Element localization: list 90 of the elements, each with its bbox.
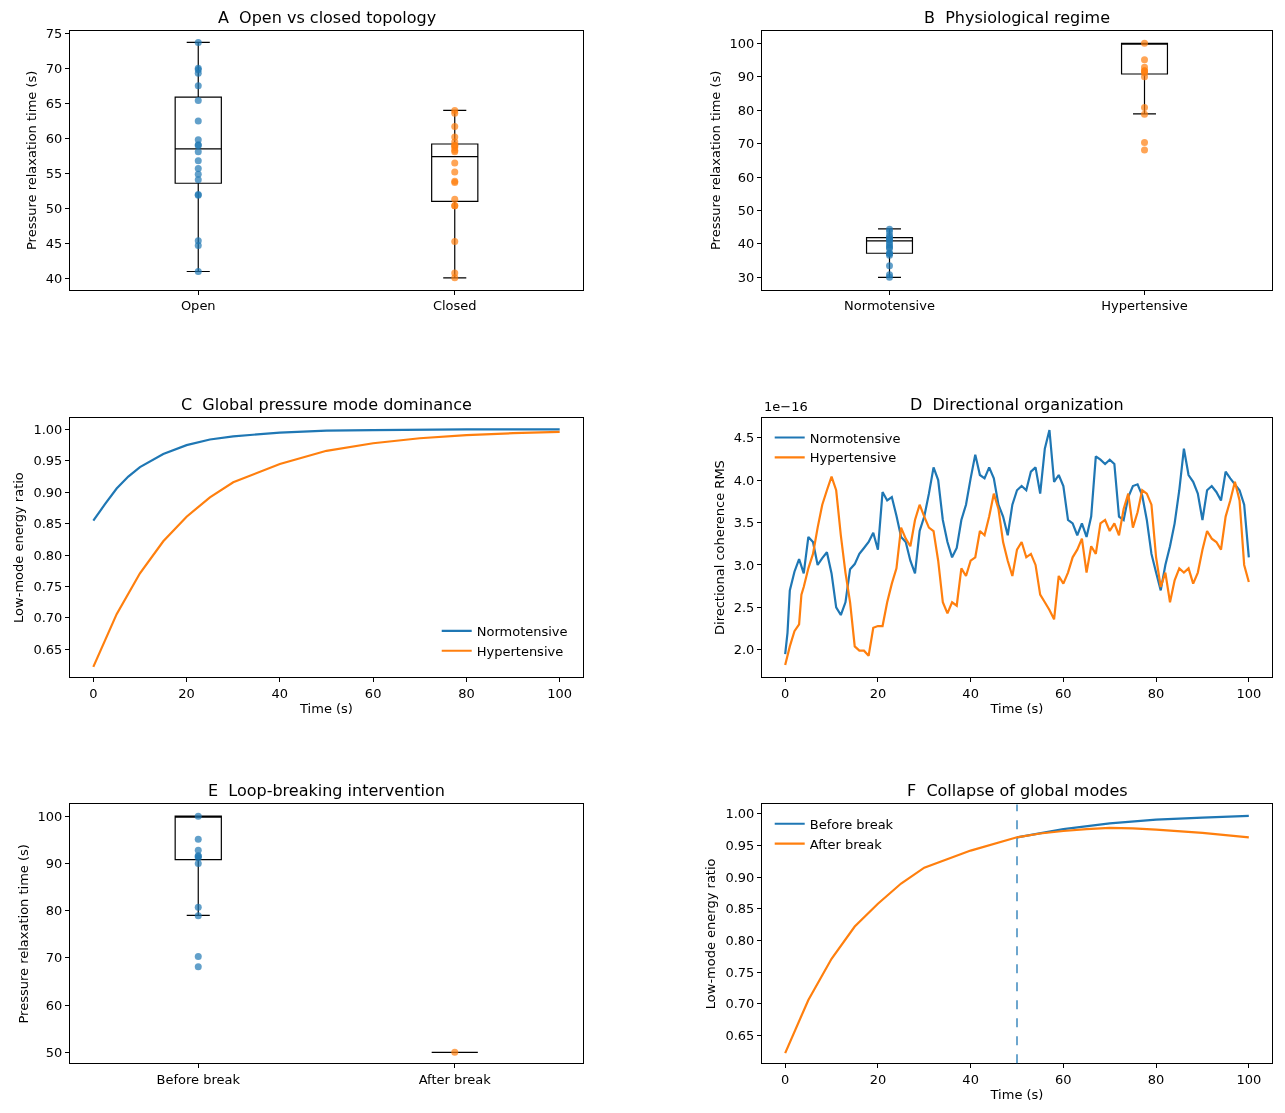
x-axis-title: Time (s) [299,701,353,717]
x-tick-label: 80 [1147,685,1165,701]
y-tick-label: 50 [45,201,63,216]
y-tick-label: 80 [45,903,63,919]
y-tick-label: 0.70 [33,610,63,626]
y-tick-label: 40 [45,271,63,287]
y-tick-label: 0.95 [33,453,63,469]
y-tick-label: 55 [45,165,63,181]
legend-label: Before break [809,816,894,832]
chart-title: F Collapse of global modes [907,781,1128,800]
y-tick-label: 60 [45,130,63,146]
chart-title: D Directional organization [910,395,1124,414]
chart-title: B Physiological regime [924,8,1111,27]
y-tick-label: 40 [737,236,755,252]
y-tick-label: 0.75 [725,964,755,980]
y-tick-label: 1.00 [725,806,755,822]
y-tick-label: 30 [737,269,755,285]
y-tick-label: 100 [729,35,755,51]
y-tick-label: 90 [45,855,63,871]
x-tick-label: Closed [432,298,477,314]
legend-label: After break [809,836,883,852]
legend-label: Hypertensive [809,450,897,466]
y-tick-label: 2.5 [733,599,755,615]
x-tick-label: 40 [962,1071,979,1087]
x-tick-label: Before break [156,1071,241,1087]
y-tick-label: 0.85 [33,516,63,532]
x-tick-label: Normotensive [844,298,935,314]
y-tick-label: 0.75 [33,579,63,595]
y-tick-label: 2.0 [733,642,755,658]
y-tick-label: 65 [45,95,63,111]
x-tick-label: Open [180,298,216,314]
y-tick-label: 70 [737,136,755,152]
y-tick-label: 1.00 [33,422,63,437]
x-tick-label: 40 [962,685,979,701]
x-tick-label: 80 [458,685,475,701]
y-tick-label: 70 [45,60,63,76]
x-tick-label: Hypertensive [1101,298,1188,314]
chart-title: C Global pressure mode dominance [181,395,472,414]
legend-label: Normotensive [809,430,901,446]
y-tick-label: 4.0 [733,472,755,488]
chart-title: A Open vs closed topology [218,8,437,27]
x-tick-label: 80 [1147,1071,1165,1087]
y-tick-label: 0.80 [33,547,63,563]
y-tick-label: 80 [737,102,755,118]
y-tick-label: 0.90 [725,869,755,885]
y-axis-title: Pressure relaxation time (s) [15,844,31,1024]
y-tick-label: 0.95 [725,838,755,854]
y-tick-label: 0.65 [725,1027,755,1043]
x-tick-label: 60 [364,685,382,701]
x-tick-label: 100 [1236,685,1262,701]
y-tick-label: 4.5 [733,430,755,446]
x-tick-label: 20 [178,685,195,701]
legend-label: Normotensive [476,623,568,639]
y-tick-label: 3.5 [733,515,755,531]
y-tick-label: 50 [45,1044,63,1060]
y-axis-title: Low-mode energy ratio [703,858,719,1010]
chart-title: E Loop-breaking intervention [208,781,445,800]
x-tick-label: 0 [89,685,98,701]
y-tick-label: 60 [737,169,755,185]
y-tick-label: 0.65 [33,641,63,657]
y-tick-label: 70 [45,950,63,966]
x-tick-label: 60 [1055,1071,1072,1087]
y-tick-label: 60 [45,997,63,1013]
y-tick-label: 100 [37,808,63,824]
y-tick-label: 45 [45,236,63,252]
y-tick-label: 0.70 [725,996,755,1012]
y-axis-title: Low-mode energy ratio [11,472,27,623]
y-tick-label: 75 [45,25,63,41]
y-tick-label: 0.80 [725,933,755,948]
y-axis-title: Pressure relaxation time (s) [707,70,723,250]
y-axis-title: Directional coherence RMS [711,460,727,635]
y-tick-label: 90 [737,69,755,85]
x-tick-label: 100 [547,685,573,701]
x-tick-label: After break [418,1071,492,1087]
text: 1e−16 [764,399,808,414]
y-tick-label: 50 [737,203,755,219]
x-axis-title: Time (s) [989,701,1044,717]
x-tick-label: 0 [781,685,790,701]
x-tick-label: 20 [869,685,887,701]
y-tick-label: 3.0 [733,557,755,573]
x-axis-title: Time (s) [989,1087,1044,1103]
x-tick-label: 0 [781,1071,790,1087]
legend-label: Hypertensive [476,643,564,659]
y-tick-label: 0.90 [33,484,63,500]
x-tick-label: 40 [271,685,289,701]
x-tick-label: 100 [1236,1071,1262,1087]
y-axis-title: Pressure relaxation time (s) [23,70,39,250]
x-tick-label: 20 [869,1071,887,1087]
y-tick-label: 0.85 [725,901,755,917]
x-tick-label: 60 [1055,685,1072,701]
